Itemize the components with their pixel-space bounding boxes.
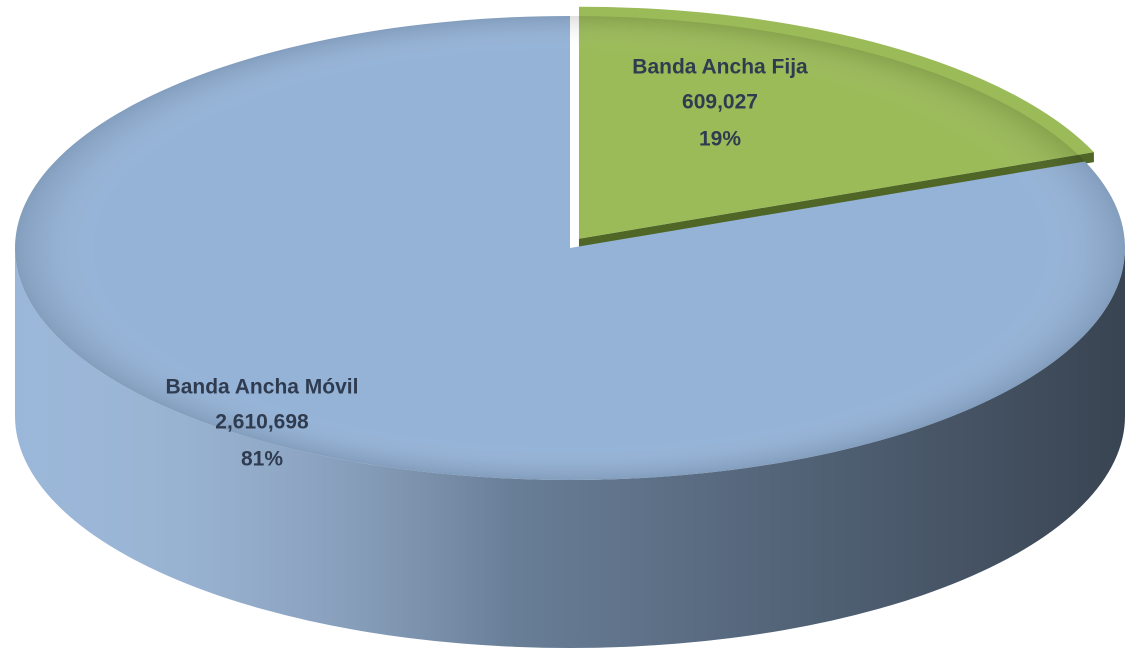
slice-side-shade bbox=[15, 248, 1125, 648]
slice-label: Banda Ancha Móvil bbox=[166, 376, 359, 399]
slice-label: Banda Ancha Fija bbox=[632, 56, 808, 79]
top-shade bbox=[15, 16, 1125, 480]
percent-label: 19% bbox=[699, 128, 741, 151]
value-label: 2,610,698 bbox=[215, 411, 309, 434]
percent-label: 81% bbox=[241, 448, 283, 471]
value-label: 609,027 bbox=[682, 91, 758, 114]
